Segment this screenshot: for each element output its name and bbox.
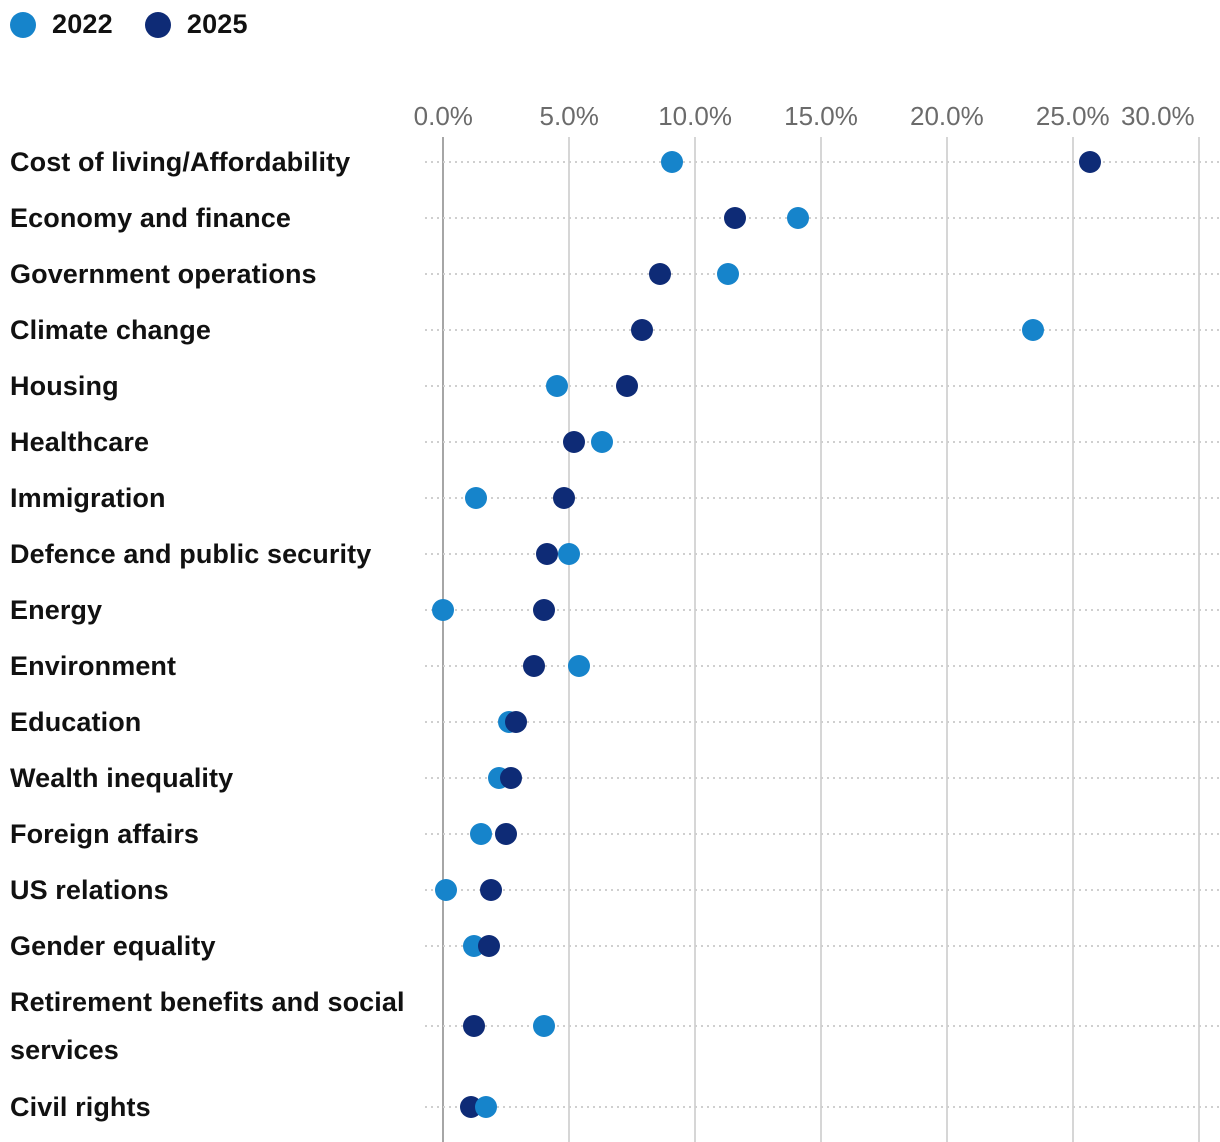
data-point-2022 — [470, 823, 493, 845]
category-label: Climate change — [10, 315, 211, 345]
legend-dot-2025-icon — [144, 11, 171, 38]
x-axis-tick-label: 10.0% — [658, 101, 732, 131]
x-gridline — [1071, 137, 1074, 1142]
data-point-2022 — [590, 431, 613, 453]
data-point-2025 — [462, 1015, 485, 1037]
row-guide-line — [425, 329, 1220, 331]
row-guide-line — [425, 217, 1220, 219]
data-point-2022 — [465, 487, 488, 509]
row-guide-line — [425, 1106, 1220, 1108]
row-guide-line — [425, 945, 1220, 947]
row-guide-line — [425, 609, 1220, 611]
category-label: Foreign affairs — [10, 819, 200, 849]
category-label: Environment — [10, 651, 177, 681]
category-label: Immigration — [10, 483, 166, 513]
x-axis-tick-label: 30.0% — [1120, 101, 1195, 131]
data-point-2022 — [1021, 319, 1044, 341]
row-guide-line — [425, 889, 1220, 891]
data-point-2025 — [616, 375, 639, 397]
category-label: Government operations — [10, 259, 317, 289]
category-label: Economy and finance — [10, 203, 291, 233]
row-guide-line — [425, 161, 1220, 163]
category-label: Cost of living/Affordability — [10, 147, 351, 177]
data-point-2025 — [480, 879, 503, 901]
data-point-2025 — [495, 823, 518, 845]
row-guide-line — [425, 441, 1220, 443]
data-point-2025 — [648, 263, 671, 285]
row-guide-line — [425, 777, 1220, 779]
data-point-2022 — [716, 263, 739, 285]
data-point-2025 — [631, 319, 654, 341]
x-gridline — [820, 137, 822, 1142]
category-label: Wealth inequality — [10, 763, 234, 793]
x-axis-tick-label: 15.0% — [784, 101, 858, 131]
category-label: Civil rights — [10, 1092, 151, 1122]
data-point-2025 — [535, 543, 558, 565]
row-guide-line — [425, 273, 1220, 275]
data-point-2025 — [477, 935, 500, 957]
data-point-2025 — [563, 431, 586, 453]
data-point-2025 — [505, 711, 528, 733]
row-guide-line — [425, 1025, 1220, 1027]
category-label: Education — [10, 707, 142, 737]
data-point-2025 — [500, 767, 523, 789]
row-guide-line — [425, 833, 1220, 835]
legend-item-2025: 2025 — [144, 9, 248, 40]
data-point-2025 — [724, 207, 747, 229]
data-point-2022 — [661, 151, 684, 173]
row-guide-line — [425, 721, 1220, 723]
category-label: Housing — [10, 371, 119, 401]
category-label: Retirement benefits and social services — [10, 987, 405, 1065]
data-point-2022 — [434, 879, 457, 901]
data-point-2025 — [522, 655, 545, 677]
row-guide-line — [425, 385, 1220, 387]
row-guide-line — [425, 665, 1220, 667]
x-gridline — [442, 137, 445, 1142]
data-point-2022 — [787, 207, 810, 229]
data-point-2022 — [568, 655, 591, 677]
legend-item-2022: 2022 — [10, 9, 113, 40]
legend: 2022 2025 — [10, 9, 248, 40]
row-guide-line — [425, 497, 1220, 499]
data-point-2025 — [553, 487, 576, 509]
data-point-2025 — [533, 599, 556, 621]
data-point-2022 — [475, 1096, 498, 1118]
data-point-2022 — [558, 543, 581, 565]
category-label: Energy — [10, 595, 103, 625]
x-gridline — [568, 137, 571, 1142]
data-point-2022 — [432, 599, 455, 621]
data-point-2022 — [533, 1015, 556, 1037]
x-axis-tick-label: 0.0% — [413, 101, 473, 131]
category-label: Defence and public security — [10, 539, 372, 569]
x-gridline — [1197, 137, 1200, 1142]
legend-dot-2022-icon — [10, 11, 36, 38]
x-gridline — [694, 137, 697, 1142]
x-axis-tick-label: 20.0% — [910, 101, 984, 131]
data-point-2025 — [1079, 151, 1102, 173]
legend-label-2022: 2022 — [52, 9, 113, 39]
x-axis-tick-label: 5.0% — [539, 101, 599, 131]
category-label: US relations — [10, 875, 169, 905]
x-gridline — [945, 137, 948, 1142]
x-axis-tick-label: 25.0% — [1035, 101, 1110, 131]
category-label: Healthcare — [10, 427, 150, 457]
data-point-2022 — [545, 375, 568, 397]
legend-label-2025: 2025 — [186, 9, 248, 39]
category-label: Gender equality — [10, 931, 216, 961]
row-guide-line — [425, 553, 1220, 555]
